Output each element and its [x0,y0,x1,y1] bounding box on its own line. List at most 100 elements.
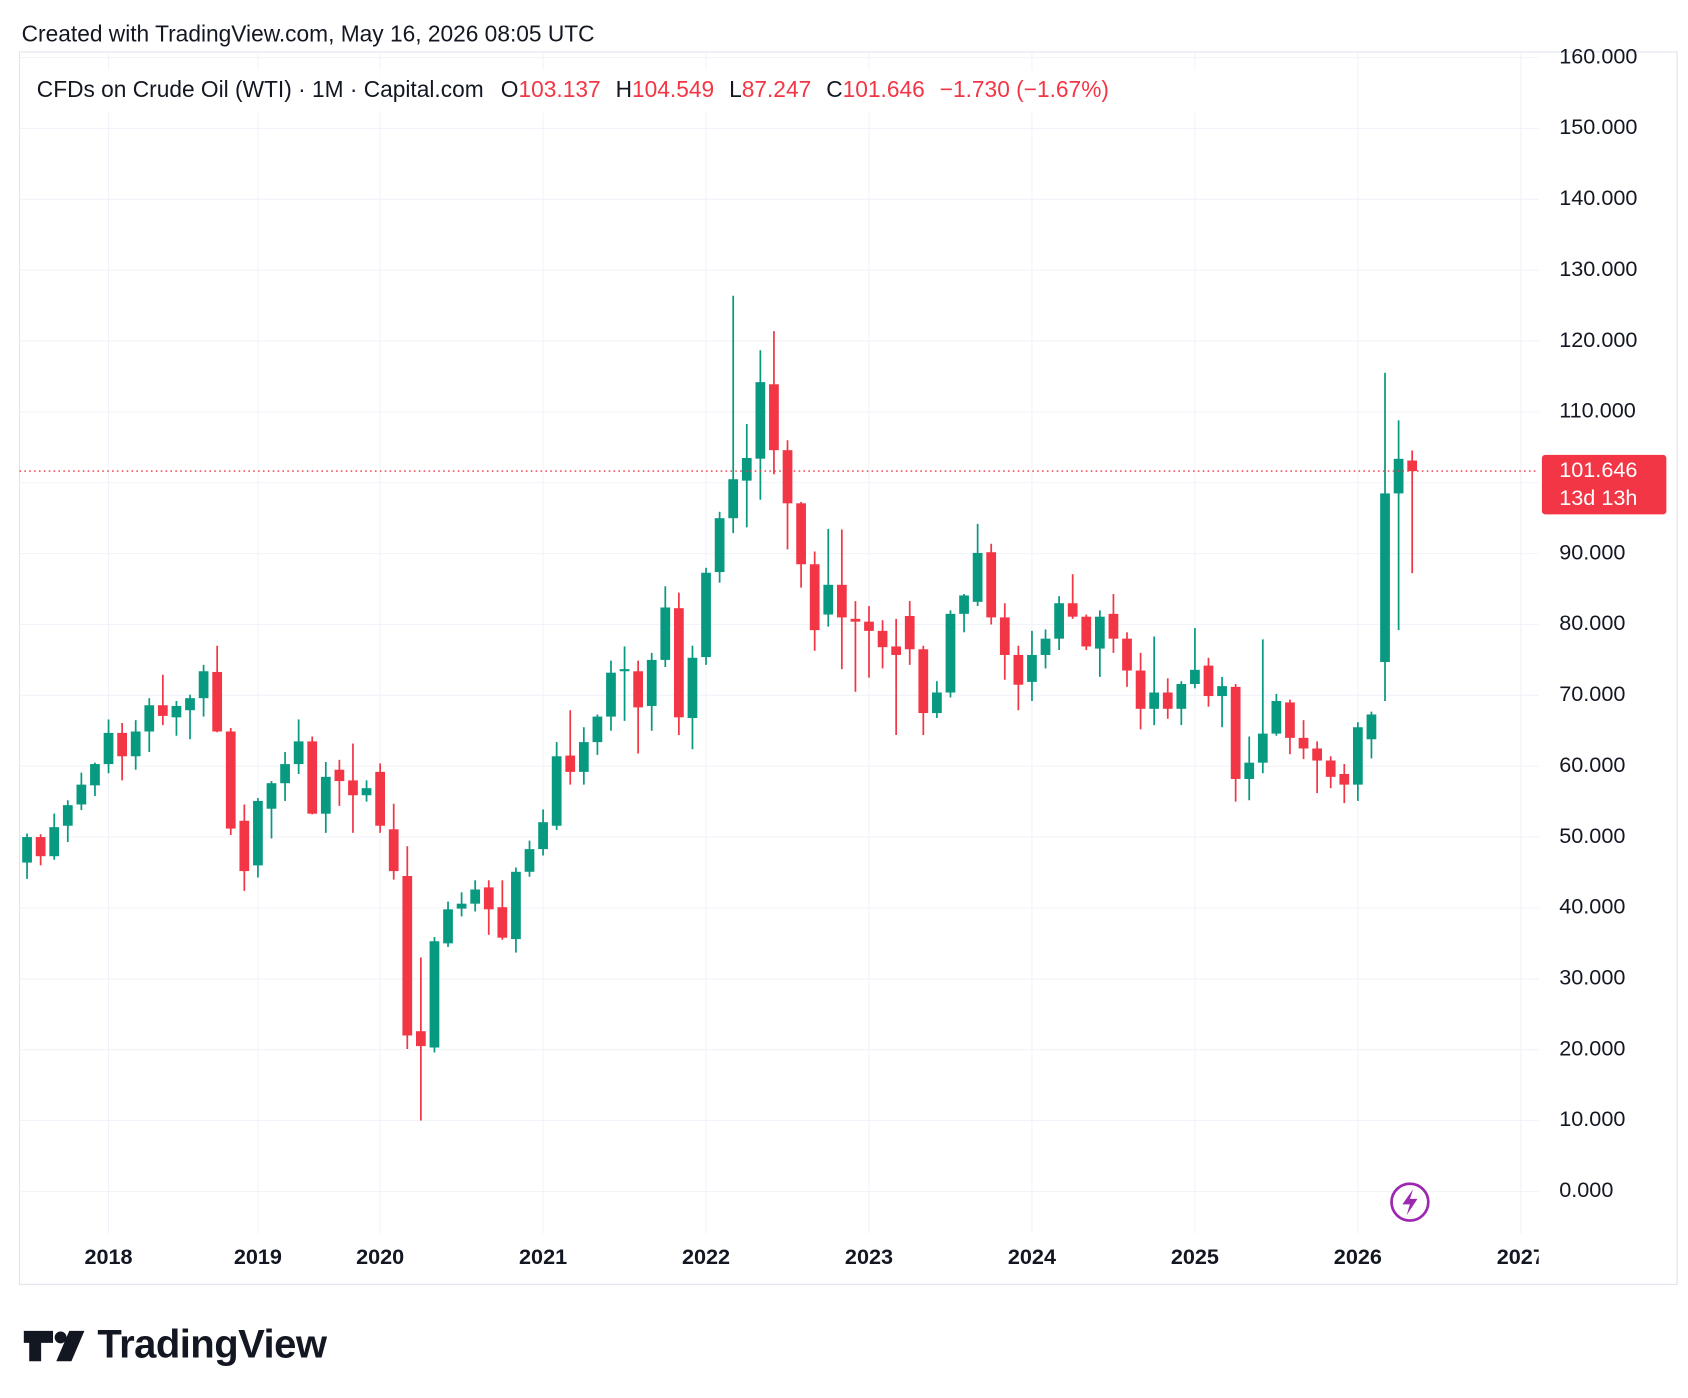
y-tick-label: 60.000 [1559,752,1625,777]
high-value: 104.549 [632,76,714,102]
replay-icon[interactable] [1390,1182,1430,1222]
candles [22,295,1418,1121]
candle-body [35,837,46,857]
symbol-title: CFDs on Crude Oil (WTI) · 1M · Capital.c… [37,76,484,102]
candle-body [266,783,277,809]
candle-body [918,649,929,714]
candle-body [1122,638,1132,671]
candle-body [1366,714,1377,740]
candle-body [619,669,630,672]
candle-body [959,595,969,614]
candle-body [49,827,60,857]
change: −1.730 (−1.67%) [940,76,1109,102]
candle-body [415,1031,426,1047]
candle-body [864,621,874,631]
candle-body [823,584,834,615]
candle-body [212,671,223,732]
x-tick-label: 2024 [1008,1244,1056,1269]
y-tick-label: 160.000 [1559,43,1637,68]
candle-body [1339,774,1350,785]
candle-body [429,941,440,1048]
candle-body [117,732,127,757]
price-label: 101.646 [1559,457,1637,482]
candle-body [836,584,847,618]
y-tick-label: 10.000 [1559,1106,1625,1131]
chart-frame [18,51,1678,1285]
x-tick-label: 2026 [1334,1244,1382,1269]
candle-body [877,630,888,648]
y-tick-label: 120.000 [1559,327,1637,352]
y-tick-label: 70.000 [1559,681,1625,706]
price-label-bg [1541,454,1667,515]
candle-body [22,837,32,863]
close-value: 101.646 [843,76,925,102]
candle-body [1027,654,1037,682]
candle-body [511,871,521,940]
ohlc-letter: H [616,76,632,102]
candle-body [674,608,684,718]
candle-body [986,552,997,618]
candle-body [103,732,114,765]
y-tick-label: 30.000 [1559,965,1625,990]
logo-icon [23,1330,85,1362]
legend-bg [25,69,1206,113]
candle-body [225,731,236,829]
x-tick-label: 2023 [845,1244,893,1269]
candle-body [280,764,290,784]
candle-body [1108,613,1119,639]
candle-body [1054,603,1064,639]
candle-body [782,450,793,504]
candle-body [62,805,73,826]
candle-body [714,518,725,573]
y-tick-label: 50.000 [1559,823,1625,848]
candle-body [1285,702,1295,738]
candle-body [375,771,385,826]
candle-body [606,672,616,717]
candle-body [1217,686,1227,697]
x-tick-label: 2025 [1171,1244,1219,1269]
candle-body [741,457,752,481]
y-tick-label: 0.000 [1559,1177,1613,1202]
candle-body [1380,493,1390,663]
candle-body [592,716,603,743]
candle-body [1230,686,1241,779]
y-tick-label: 20.000 [1559,1035,1625,1060]
candle-body [443,909,453,944]
candle-body [1271,701,1282,734]
candle-body [483,887,494,910]
candle-body [1135,670,1146,709]
candle-body [633,671,644,708]
candle-body [538,822,548,850]
candle-body [687,657,698,719]
candle-body [701,572,711,658]
candle-body [320,776,331,814]
candle-body [1162,692,1173,709]
x-axis: 2018 2019 2020 2021 2022 2023 2024 2025 2026 2027 [84,1244,1545,1269]
open-value: 103.137 [518,76,600,102]
x-tick-label: 2021 [519,1244,567,1269]
y-tick-label: 90.000 [1559,539,1625,564]
candle-body [130,731,141,757]
candle-body [728,479,739,519]
candle-body [1244,762,1255,779]
candle-body [1190,669,1200,685]
ohlc-letter: O [501,76,519,102]
x-tick-label: 2018 [84,1244,132,1269]
candle-body [1257,733,1268,763]
y-tick-label: 40.000 [1559,894,1625,919]
candle-body [456,903,467,909]
candle-body [90,764,100,786]
candle-body [1094,616,1105,649]
candle-body [1393,458,1404,494]
candle-body [1407,460,1418,472]
candle-body [497,907,508,938]
candle-body [1067,603,1078,617]
candle-body [999,617,1010,655]
candle-body [144,705,155,732]
x-tick-label: 2027 [1497,1244,1545,1269]
y-tick-label: 130.000 [1559,256,1637,281]
grid [19,51,1539,1234]
candle-body [1352,727,1363,785]
candle-body [796,503,806,565]
